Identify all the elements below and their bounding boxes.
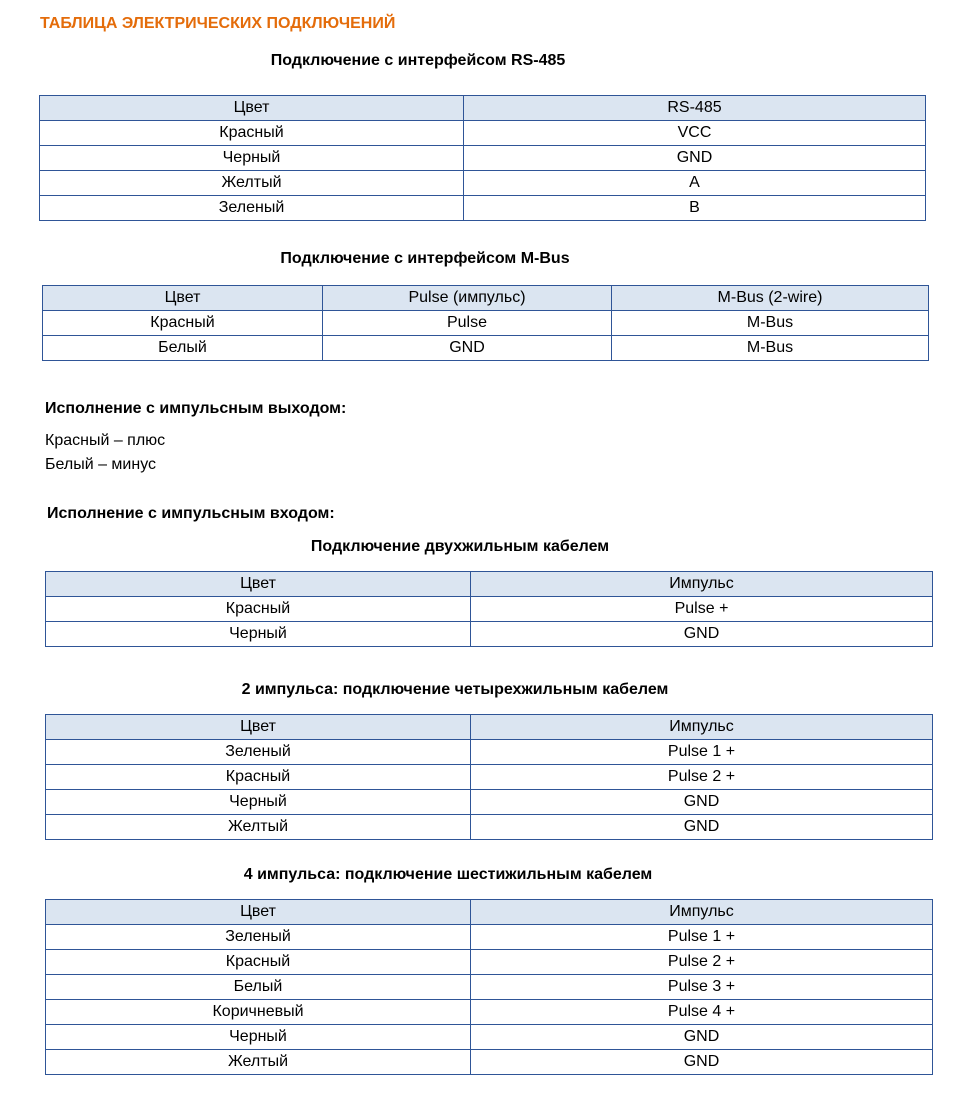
table-cell: Pulse + xyxy=(470,596,933,622)
table-cell: Черный xyxy=(45,1024,471,1050)
header-cell: RS-485 xyxy=(463,95,926,121)
header-cell: Pulse (импульс) xyxy=(322,285,612,311)
table-cell: Красный xyxy=(45,764,471,790)
table-cell: Pulse 2 + xyxy=(470,764,933,790)
table-row: Красный Pulse + xyxy=(45,596,933,622)
table-cell: Красный xyxy=(42,310,323,336)
section-heading: Исполнение с импульсным выходом: xyxy=(45,400,347,417)
table: Цвет Импульс Зеленый Pulse 1 + Красный Pulse … xyxy=(45,714,933,840)
header-cell: Импульс xyxy=(470,714,933,740)
table-row: Красный Pulse 2 + xyxy=(45,764,933,790)
table-row: Красный Pulse M-Bus xyxy=(42,310,929,336)
section-heading: Подключение с интерфейсом M-Bus xyxy=(280,250,570,267)
table-cell: Черный xyxy=(45,621,471,647)
table-cell: GND xyxy=(470,1049,933,1075)
table-row: Коричневый Pulse 4 + xyxy=(45,999,933,1025)
table-row: Белый Pulse 3 + xyxy=(45,974,933,1000)
table-cell: Черный xyxy=(45,789,471,815)
section-heading: Подключение двухжильным кабелем xyxy=(310,538,610,555)
table-cell: GND xyxy=(322,335,612,361)
table-cell: GND xyxy=(470,814,933,840)
header-row: Цвет Импульс xyxy=(45,571,933,597)
table-cell: Pulse xyxy=(322,310,612,336)
section-heading: 2 импульса: подключение четырехжильным к… xyxy=(241,681,669,698)
table-cell: Зеленый xyxy=(45,924,471,950)
table-cell: Pulse 4 + xyxy=(470,999,933,1025)
header-cell: Цвет xyxy=(39,95,464,121)
table-cell: Зеленый xyxy=(39,195,464,221)
table: Цвет Импульс Зеленый Pulse 1 + Красный Pulse … xyxy=(45,899,933,1075)
table: Цвет Pulse (импульс) M-Bus (2-wire) Красный… xyxy=(42,285,929,361)
section-heading: Исполнение с импульсным входом: xyxy=(47,505,335,522)
table-row: Зеленый B xyxy=(39,195,926,221)
table-cell: Красный xyxy=(45,949,471,975)
table-row: Желтый A xyxy=(39,170,926,196)
header-cell: Импульс xyxy=(470,899,933,925)
table: Цвет RS-485 Красный VCC Черный GND Желтый A Зеле… xyxy=(39,95,926,221)
header-cell: Цвет xyxy=(45,714,471,740)
table-cell: M-Bus xyxy=(611,310,929,336)
table-cell: A xyxy=(463,170,926,196)
table-row: Желтый GND xyxy=(45,1049,933,1075)
table-row: Желтый GND xyxy=(45,814,933,840)
section-heading: Подключение с интерфейсом RS-485 xyxy=(270,52,566,69)
text-line: Белый – минус xyxy=(45,456,157,473)
table: Цвет Импульс Красный Pulse + Черный GND xyxy=(45,571,933,647)
header-row: Цвет Импульс xyxy=(45,714,933,740)
table-row: Белый GND M-Bus xyxy=(42,335,929,361)
table-cell: GND xyxy=(470,789,933,815)
table-row: Черный GND xyxy=(45,1024,933,1050)
table-row: Черный GND xyxy=(45,621,933,647)
table-cell: Белый xyxy=(42,335,323,361)
table-row: Черный GND xyxy=(45,789,933,815)
table-cell: Pulse 1 + xyxy=(470,924,933,950)
table-cell: GND xyxy=(470,621,933,647)
header-row: Цвет Импульс xyxy=(45,899,933,925)
table-cell: Зеленый xyxy=(45,739,471,765)
table-cell: Коричневый xyxy=(45,999,471,1025)
header-cell: M-Bus (2-wire) xyxy=(611,285,929,311)
table-cell: M-Bus xyxy=(611,335,929,361)
table-cell: Желтый xyxy=(45,1049,471,1075)
header-cell: Цвет xyxy=(45,899,471,925)
table-row: Красный VCC xyxy=(39,120,926,146)
table-row: Красный Pulse 2 + xyxy=(45,949,933,975)
table-cell: Pulse 2 + xyxy=(470,949,933,975)
header-row: Цвет RS-485 xyxy=(39,95,926,121)
table-cell: VCC xyxy=(463,120,926,146)
header-row: Цвет Pulse (импульс) M-Bus (2-wire) xyxy=(42,285,929,311)
header-cell: Цвет xyxy=(45,571,471,597)
table-cell: Pulse 1 + xyxy=(470,739,933,765)
table-cell: Красный xyxy=(45,596,471,622)
table-cell: Pulse 3 + xyxy=(470,974,933,1000)
table-row: Зеленый Pulse 1 + xyxy=(45,924,933,950)
table-row: Зеленый Pulse 1 + xyxy=(45,739,933,765)
table-cell: Желтый xyxy=(39,170,464,196)
header-cell: Цвет xyxy=(42,285,323,311)
table-cell: Белый xyxy=(45,974,471,1000)
page-title: ТАБЛИЦА ЭЛЕКТРИЧЕСКИХ ПОДКЛЮЧЕНИЙ xyxy=(40,15,396,32)
table-cell: Красный xyxy=(39,120,464,146)
text-line: Красный – плюс xyxy=(45,432,166,449)
table-row: Черный GND xyxy=(39,145,926,171)
table-cell: GND xyxy=(470,1024,933,1050)
table-cell: Желтый xyxy=(45,814,471,840)
section-heading: 4 импульса: подключение шестижильным каб… xyxy=(243,866,653,883)
table-cell: B xyxy=(463,195,926,221)
header-cell: Импульс xyxy=(470,571,933,597)
table-cell: GND xyxy=(463,145,926,171)
table-cell: Черный xyxy=(39,145,464,171)
